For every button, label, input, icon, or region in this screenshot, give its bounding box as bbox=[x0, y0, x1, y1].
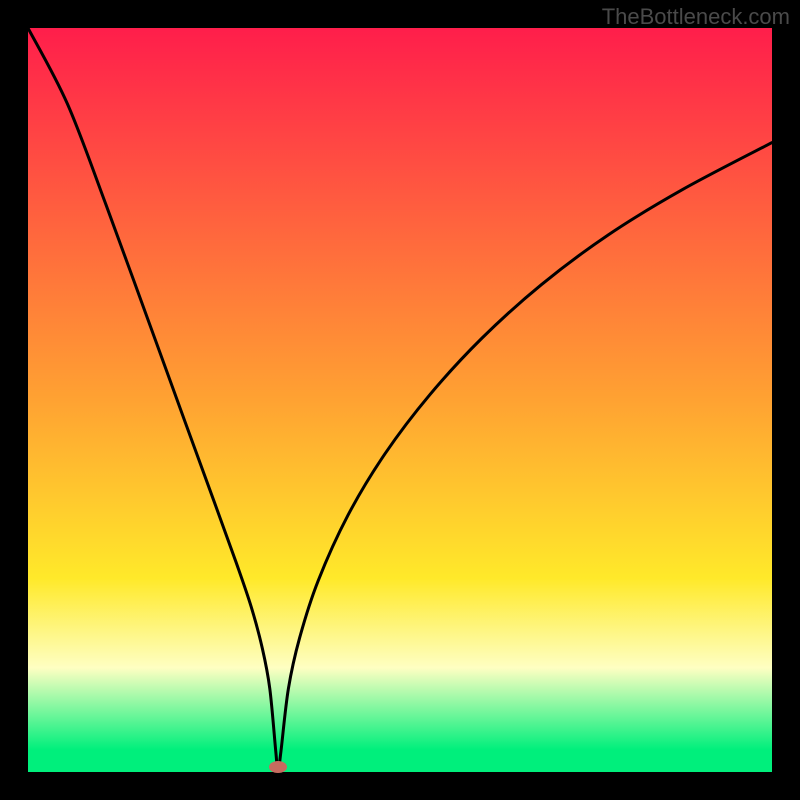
chart-container: TheBottleneck.com bbox=[0, 0, 800, 800]
curve-path bbox=[28, 28, 772, 772]
watermark-text: TheBottleneck.com bbox=[602, 4, 790, 30]
optimum-marker bbox=[269, 761, 287, 773]
bottleneck-curve bbox=[28, 28, 772, 772]
plot-area bbox=[28, 28, 772, 772]
